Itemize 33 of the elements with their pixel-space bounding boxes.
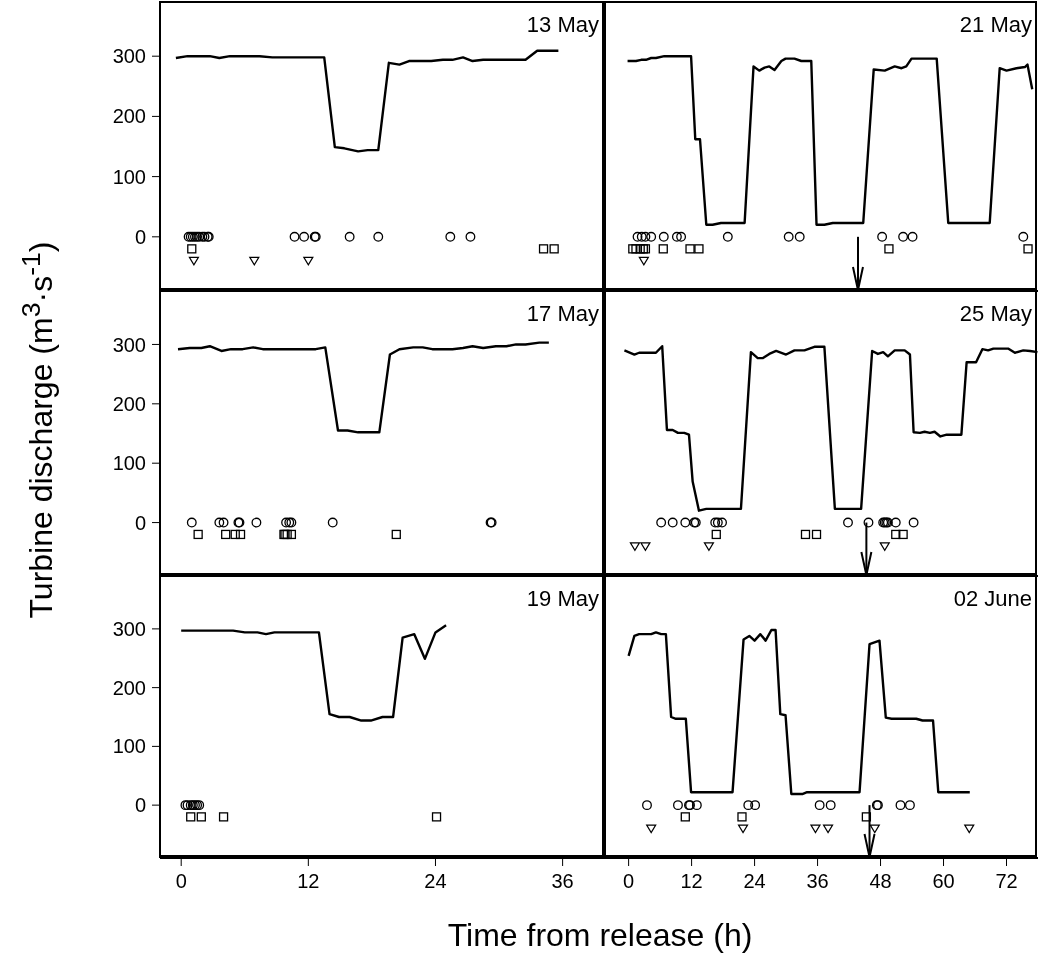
- y-tick-label: 200: [112, 392, 146, 415]
- text: 02 June: [953, 586, 1032, 612]
- y-tick-label: 200: [112, 676, 146, 699]
- y-tick-label: 300: [112, 333, 146, 356]
- x-tick-label: 36: [806, 870, 829, 893]
- y-tick-label: 300: [112, 617, 146, 640]
- x-tick-label: 60: [932, 870, 955, 893]
- x-tick-label: 0: [175, 870, 187, 893]
- x-tick-label: 36: [551, 870, 574, 893]
- x-tick-label: 24: [743, 870, 766, 893]
- text: 25 May: [959, 301, 1032, 327]
- y-tick-label: 200: [112, 105, 146, 128]
- y-tick-label: 100: [112, 735, 146, 758]
- text: 19 May: [526, 586, 599, 612]
- y-tick-label: 0: [134, 794, 146, 817]
- y-tick-label: 100: [112, 165, 146, 188]
- y-tick-label: 0: [134, 225, 146, 248]
- text: 13 May: [526, 12, 599, 38]
- y-tick-label: 300: [112, 45, 146, 68]
- line-series: [176, 341, 551, 434]
- x-tick-label: 72: [995, 870, 1018, 893]
- x-tick-label: 12: [680, 870, 703, 893]
- x-tick-label: 24: [424, 870, 447, 893]
- x-tick-label: 12: [297, 870, 320, 893]
- x-tick-label: 48: [869, 870, 892, 893]
- x-axis-title: Time from release (h): [447, 916, 753, 954]
- y-tick-label: 0: [134, 511, 146, 534]
- text: 17 May: [526, 301, 599, 327]
- line-series: [174, 49, 560, 153]
- text: 21 May: [959, 12, 1032, 38]
- line-series: [179, 624, 448, 722]
- x-tick-label: 0: [623, 870, 635, 893]
- y-tick-label: 100: [112, 452, 146, 475]
